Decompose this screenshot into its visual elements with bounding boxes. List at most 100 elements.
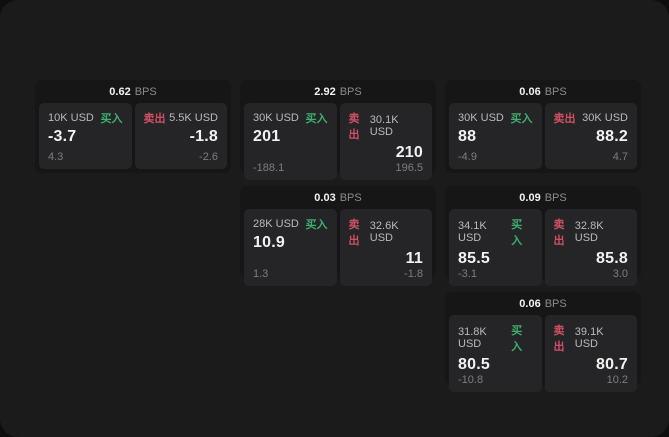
buy-panel[interactable]: 10K USD 买入 -3.7 4.3: [39, 103, 132, 169]
buy-panel[interactable]: 30K USD 买入 88 -4.9: [449, 103, 542, 169]
card-header: 0.09 BPS: [445, 186, 641, 209]
sell-price: 210: [395, 144, 423, 161]
spread-unit: BPS: [544, 297, 567, 310]
quote-card: 0.06 BPS 30K USD 买入 88 -4.9 卖出 30K USD: [445, 80, 641, 173]
buy-price: 80.5: [458, 356, 490, 373]
card-header: 0.06 BPS: [445, 80, 641, 103]
sell-panel[interactable]: 卖出 30.1K USD 210 196.5: [339, 103, 432, 180]
sell-sub-value: 4.7: [612, 151, 628, 163]
card-header: 0.62 BPS: [35, 80, 231, 103]
spread-value: 0.06: [519, 85, 541, 98]
card-body: 30K USD 买入 88 -4.9 卖出 30K USD 88.2 4.7: [445, 103, 641, 173]
spread-value: 0.06: [519, 297, 541, 310]
sell-label: 卖出: [553, 325, 565, 353]
sell-sub-value: 3.0: [612, 268, 628, 280]
sell-panel[interactable]: 卖出 32.8K USD 85.8 3.0: [544, 209, 637, 286]
sell-sub-value: -1.8: [404, 268, 423, 280]
spread-unit: BPS: [339, 85, 362, 98]
sell-sub-value: -2.6: [199, 151, 218, 163]
sell-size: 32.6K USD: [369, 220, 399, 244]
buy-sub-value: -4.9: [458, 151, 477, 163]
sell-size: 30K USD: [582, 112, 628, 124]
sell-size: 32.8K USD: [574, 220, 604, 244]
quote-card: 0.62 BPS 10K USD 买入 -3.7 4.3 卖出 5.5K USD: [35, 80, 231, 173]
buy-price: 88: [458, 128, 477, 145]
buy-label: 买入: [511, 325, 523, 353]
quote-card: 2.92 BPS 30K USD 买入 201 -188.1 卖出 30.1K …: [240, 80, 436, 180]
buy-panel[interactable]: 34.1K USD 买入 85.5 -3.1: [449, 209, 542, 286]
sell-label: 卖出: [348, 113, 360, 141]
buy-panel-top: 34.1K USD 买入: [458, 216, 533, 248]
card-header: 0.03 BPS: [240, 186, 436, 209]
quote-card: 0.09 BPS 34.1K USD 买入 85.5 -3.1 卖出 32.8K…: [445, 186, 641, 286]
buy-panel-top: 31.8K USD 买入: [458, 322, 533, 354]
buy-size: 31.8K USD: [458, 326, 487, 350]
sell-panel-top: 卖出 5.5K USD: [144, 110, 219, 126]
buy-panel[interactable]: 30K USD 买入 201 -188.1: [244, 103, 337, 180]
sell-panel[interactable]: 卖出 30K USD 88.2 4.7: [544, 103, 637, 169]
buy-price: 85.5: [458, 250, 490, 267]
sell-panel[interactable]: 卖出 5.5K USD -1.8 -2.6: [134, 103, 227, 169]
spread-value: 0.03: [314, 191, 336, 204]
buy-sub-value: -3.1: [458, 268, 477, 280]
buy-label: 买入: [100, 113, 123, 125]
spread-value: 2.92: [314, 85, 336, 98]
sell-label: 卖出: [348, 219, 360, 247]
card-body: 31.8K USD 买入 80.5 -10.8 卖出 39.1K USD 80.…: [445, 315, 641, 396]
buy-price: 201: [253, 128, 281, 145]
buy-price: -3.7: [48, 128, 77, 145]
card-body: 30K USD 买入 201 -188.1 卖出 30.1K USD 210 1…: [240, 103, 436, 184]
card-header: 0.06 BPS: [445, 292, 641, 315]
buy-panel[interactable]: 28K USD 买入 10.9 1.3: [244, 209, 337, 286]
buy-label: 买入: [305, 219, 328, 231]
sell-size: 30.1K USD: [369, 114, 399, 138]
sell-price: 88.2: [596, 128, 628, 145]
card-header: 2.92 BPS: [240, 80, 436, 103]
buy-sub-value: -188.1: [253, 162, 285, 174]
sell-panel-top: 卖出 39.1K USD: [554, 322, 629, 354]
sell-price: 11: [405, 250, 423, 267]
buy-label: 买入: [305, 113, 328, 125]
buy-label: 买入: [510, 113, 533, 125]
sell-label: 卖出: [143, 113, 166, 125]
buy-size: 30K USD: [253, 112, 299, 124]
sell-price: 85.8: [596, 250, 628, 267]
buy-size: 30K USD: [458, 112, 504, 124]
quote-card: 0.06 BPS 31.8K USD 买入 80.5 -10.8 卖出 39.1…: [445, 292, 641, 392]
sell-sub-value: 10.2: [606, 374, 628, 386]
sell-label: 卖出: [553, 219, 565, 247]
sell-panel[interactable]: 卖出 32.6K USD 11 -1.8: [339, 209, 432, 286]
sell-panel-top: 卖出 32.8K USD: [554, 216, 629, 248]
card-body: 10K USD 买入 -3.7 4.3 卖出 5.5K USD -1.8 -2.…: [35, 103, 231, 173]
sell-panel-top: 卖出 32.6K USD: [349, 216, 424, 248]
spread-unit: BPS: [544, 191, 567, 204]
buy-size: 34.1K USD: [458, 220, 487, 244]
card-body: 34.1K USD 买入 85.5 -3.1 卖出 32.8K USD 85.8…: [445, 209, 641, 290]
spread-unit: BPS: [134, 85, 157, 98]
sell-panel-top: 卖出 30.1K USD: [349, 110, 424, 142]
buy-size: 10K USD: [48, 112, 94, 124]
buy-panel-top: 10K USD 买入: [48, 110, 123, 126]
sell-size: 5.5K USD: [169, 112, 218, 124]
sell-sub-value: 196.5: [395, 162, 423, 174]
buy-sub-value: -10.8: [458, 374, 484, 386]
buy-sub-value: 4.3: [48, 151, 64, 163]
spread-value: 0.09: [519, 191, 541, 204]
buy-sub-value: 1.3: [253, 268, 269, 280]
spread-value: 0.62: [109, 85, 131, 98]
sell-price: 80.7: [596, 356, 628, 373]
buy-label: 买入: [511, 219, 523, 247]
buy-panel-top: 30K USD 买入: [253, 110, 328, 126]
sell-label: 卖出: [553, 113, 576, 125]
buy-size: 28K USD: [253, 218, 299, 230]
buy-panel[interactable]: 31.8K USD 买入 80.5 -10.8: [449, 315, 542, 392]
sell-panel-top: 卖出 30K USD: [554, 110, 629, 126]
buy-panel-top: 28K USD 买入: [253, 216, 328, 232]
card-body: 28K USD 买入 10.9 1.3 卖出 32.6K USD 11 -1.8: [240, 209, 436, 290]
spread-unit: BPS: [544, 85, 567, 98]
sell-panel[interactable]: 卖出 39.1K USD 80.7 10.2: [544, 315, 637, 392]
sell-price: -1.8: [189, 128, 218, 145]
sell-size: 39.1K USD: [574, 326, 604, 350]
quote-grid: 0.62 BPS 10K USD 买入 -3.7 4.3 卖出 5.5K USD: [35, 80, 641, 392]
